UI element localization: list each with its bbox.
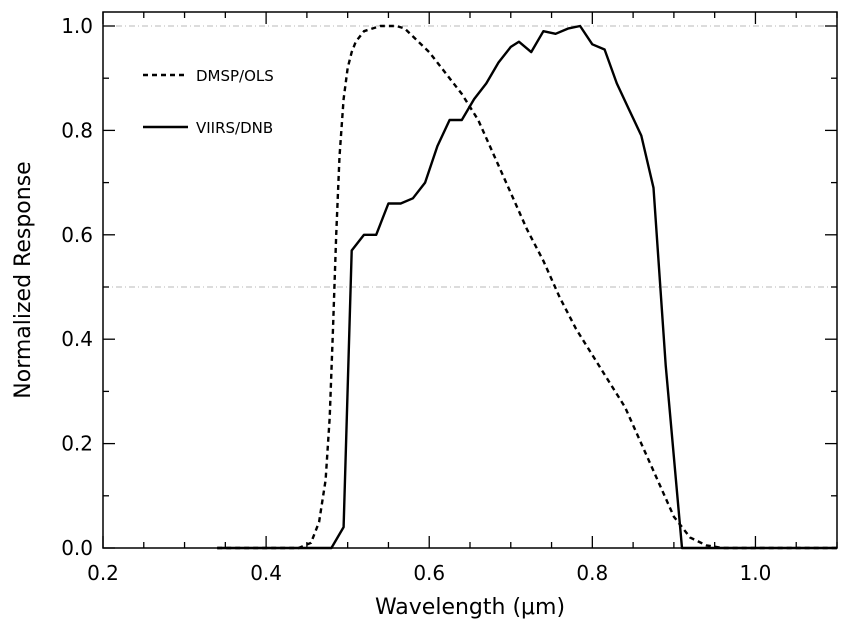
series-layer xyxy=(217,24,837,550)
plot-frame xyxy=(102,11,838,549)
series-line-dmsp-ols xyxy=(217,24,837,550)
x-axis-title: Wavelength (μm) xyxy=(375,595,565,620)
y-axis-title: Normalized Response xyxy=(11,161,36,398)
y-tick-label: 0.8 xyxy=(61,118,93,142)
axis-ticks xyxy=(102,12,838,549)
x-tick-label: 1.0 xyxy=(740,561,772,585)
series-line-viirs-dnb xyxy=(217,24,837,550)
x-tick-label: 0.8 xyxy=(576,561,608,585)
y-tick-label: 1.0 xyxy=(61,14,93,38)
legend-label: VIIRS/DNB xyxy=(196,119,273,137)
y-tick-label: 0.4 xyxy=(61,327,93,351)
x-tick-label: 0.2 xyxy=(87,561,119,585)
x-tick-label: 0.6 xyxy=(413,561,445,585)
tick-labels: 0.2 0.4 0.6 0.8 1.00.00.20.40.60.81.0 xyxy=(61,14,771,585)
reference-lines xyxy=(103,25,837,288)
y-tick-label: 0.0 xyxy=(61,536,93,560)
y-tick-label: 0.6 xyxy=(61,223,93,247)
legend: DMSP/OLS VIIRS/DNB xyxy=(143,67,274,137)
y-tick-label: 0.2 xyxy=(61,432,93,456)
legend-label: DMSP/OLS xyxy=(196,67,274,85)
x-tick-label: 0.4 xyxy=(250,561,282,585)
